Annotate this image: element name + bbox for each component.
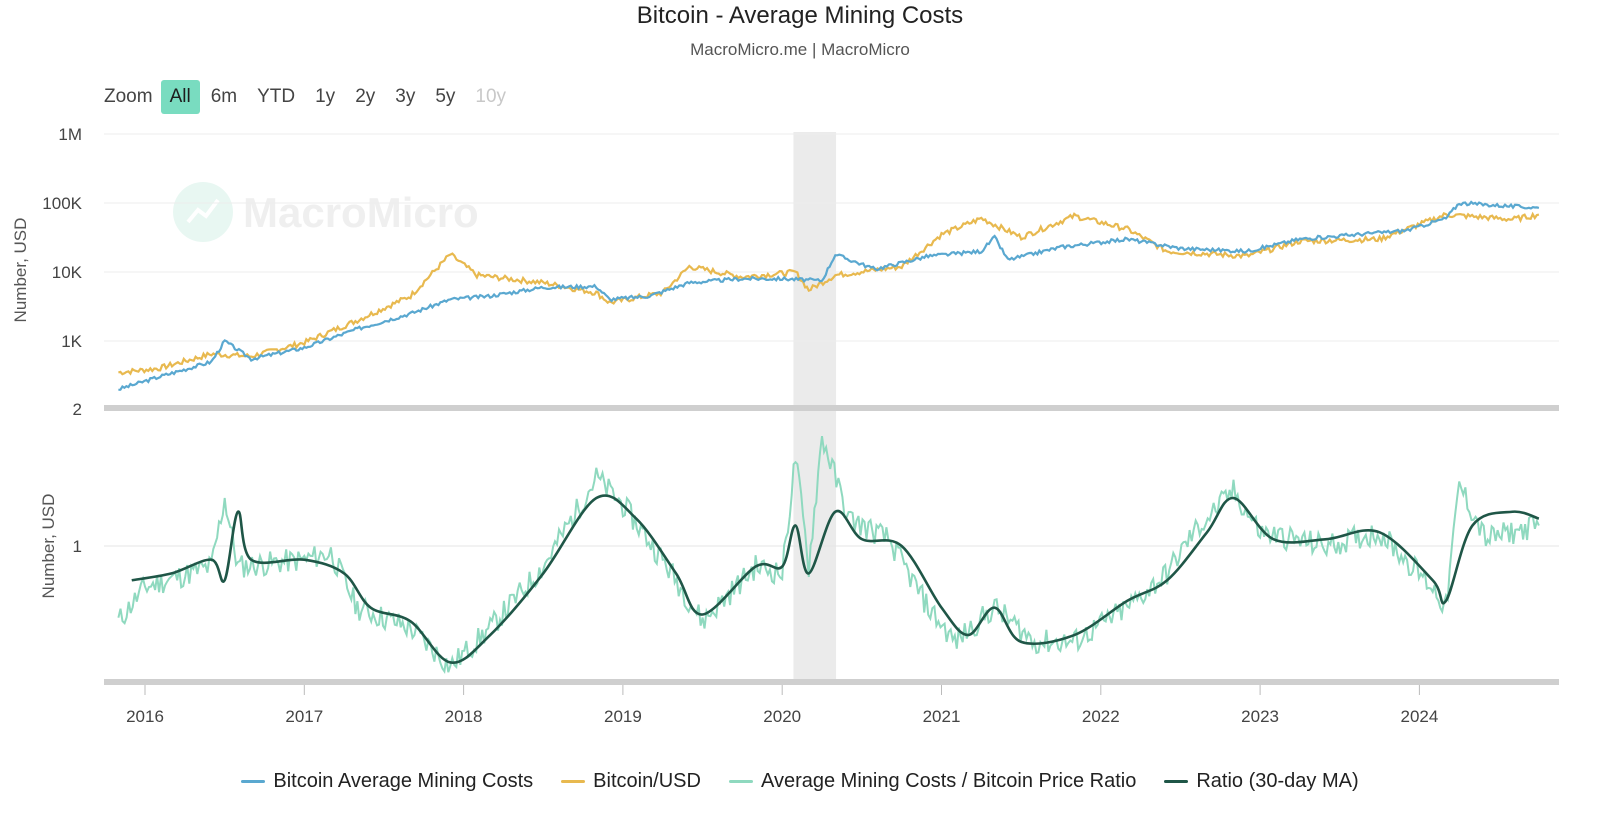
upper-panel-y-ticks: 1M 100K 10K 1K: [42, 125, 82, 351]
legend-label: Bitcoin Average Mining Costs: [273, 770, 534, 792]
x-tick-label: 2021: [923, 707, 961, 726]
series-mining-cost-line: [118, 200, 1540, 391]
legend-item-btc-usd[interactable]: Bitcoin/USD: [561, 770, 701, 793]
zoom-6m-button[interactable]: 6m: [210, 86, 238, 107]
watermark-trend-icon: [186, 198, 220, 224]
series-layer: [117, 200, 1540, 674]
legend-swatch: [561, 780, 586, 783]
upper-y-tick-label: 1K: [61, 332, 82, 351]
zoom-2y-button[interactable]: 2y: [355, 86, 376, 107]
watermark: MacroMicro: [173, 182, 479, 242]
upper-panel-y-axis-label: Number, USD: [11, 218, 30, 323]
watermark-text: MacroMicro: [243, 189, 479, 236]
legend-swatch: [241, 780, 266, 783]
x-tick-label: 2017: [285, 707, 323, 726]
legend-item-ratio-ma[interactable]: Ratio (30-day MA): [1164, 770, 1359, 793]
x-tick-label: 2023: [1241, 707, 1279, 726]
x-tick-label: 2022: [1082, 707, 1120, 726]
lower-y-tick-label: 2: [73, 400, 82, 419]
zoom-1y-button[interactable]: 1y: [315, 86, 336, 107]
upper-y-tick-label: 100K: [42, 194, 82, 213]
x-axis-ticks: 2016 2017 2018 2019 2020 2021 2022 2023 2024: [126, 685, 1438, 726]
lower-y-tick-label: 1: [73, 537, 82, 556]
lower-panel-y-axis-label: Number, USD: [39, 494, 58, 599]
legend-swatch: [1164, 780, 1189, 783]
lower-panel-y-ticks: 21: [73, 400, 82, 556]
panel-separator: [104, 405, 1559, 411]
zoom-bar: Zoom All 6m YTD 1y 2y 3y 5y 10y: [104, 80, 517, 114]
series-ratio-line: [117, 435, 1540, 674]
chart-subtitle: MacroMicro.me | MacroMicro: [690, 40, 910, 59]
zoom-all-button[interactable]: All: [160, 80, 200, 114]
series-ratio-ma-line: [131, 494, 1540, 664]
upper-y-tick-label: 1M: [58, 125, 82, 144]
legend-item-mining-costs[interactable]: Bitcoin Average Mining Costs: [241, 770, 533, 793]
upper-y-tick-label: 10K: [52, 263, 83, 282]
legend-label: Bitcoin/USD: [593, 770, 701, 792]
legend-label: Average Mining Costs / Bitcoin Price Rat…: [760, 770, 1137, 792]
x-tick-label: 2016: [126, 707, 164, 726]
x-axis-baseline: [104, 679, 1559, 685]
series-btc-usd-line: [118, 211, 1540, 376]
legend: Bitcoin Average Mining Costs Bitcoin/USD…: [0, 770, 1600, 793]
x-tick-label: 2019: [604, 707, 642, 726]
zoom-5y-button[interactable]: 5y: [435, 86, 456, 107]
legend-label: Ratio (30-day MA): [1196, 770, 1359, 792]
zoom-3y-button[interactable]: 3y: [395, 86, 416, 107]
x-tick-label: 2024: [1400, 707, 1438, 726]
legend-item-ratio[interactable]: Average Mining Costs / Bitcoin Price Rat…: [728, 770, 1137, 793]
zoom-10y-button: 10y: [475, 86, 507, 107]
chart-title: Bitcoin - Average Mining Costs: [636, 2, 964, 29]
upper-panel-gridlines: [104, 133, 1559, 342]
x-tick-label: 2018: [445, 707, 483, 726]
x-tick-label: 2020: [763, 707, 801, 726]
zoom-label: Zoom: [104, 86, 153, 107]
legend-swatch: [728, 780, 753, 783]
zoom-ytd-button[interactable]: YTD: [257, 86, 296, 107]
